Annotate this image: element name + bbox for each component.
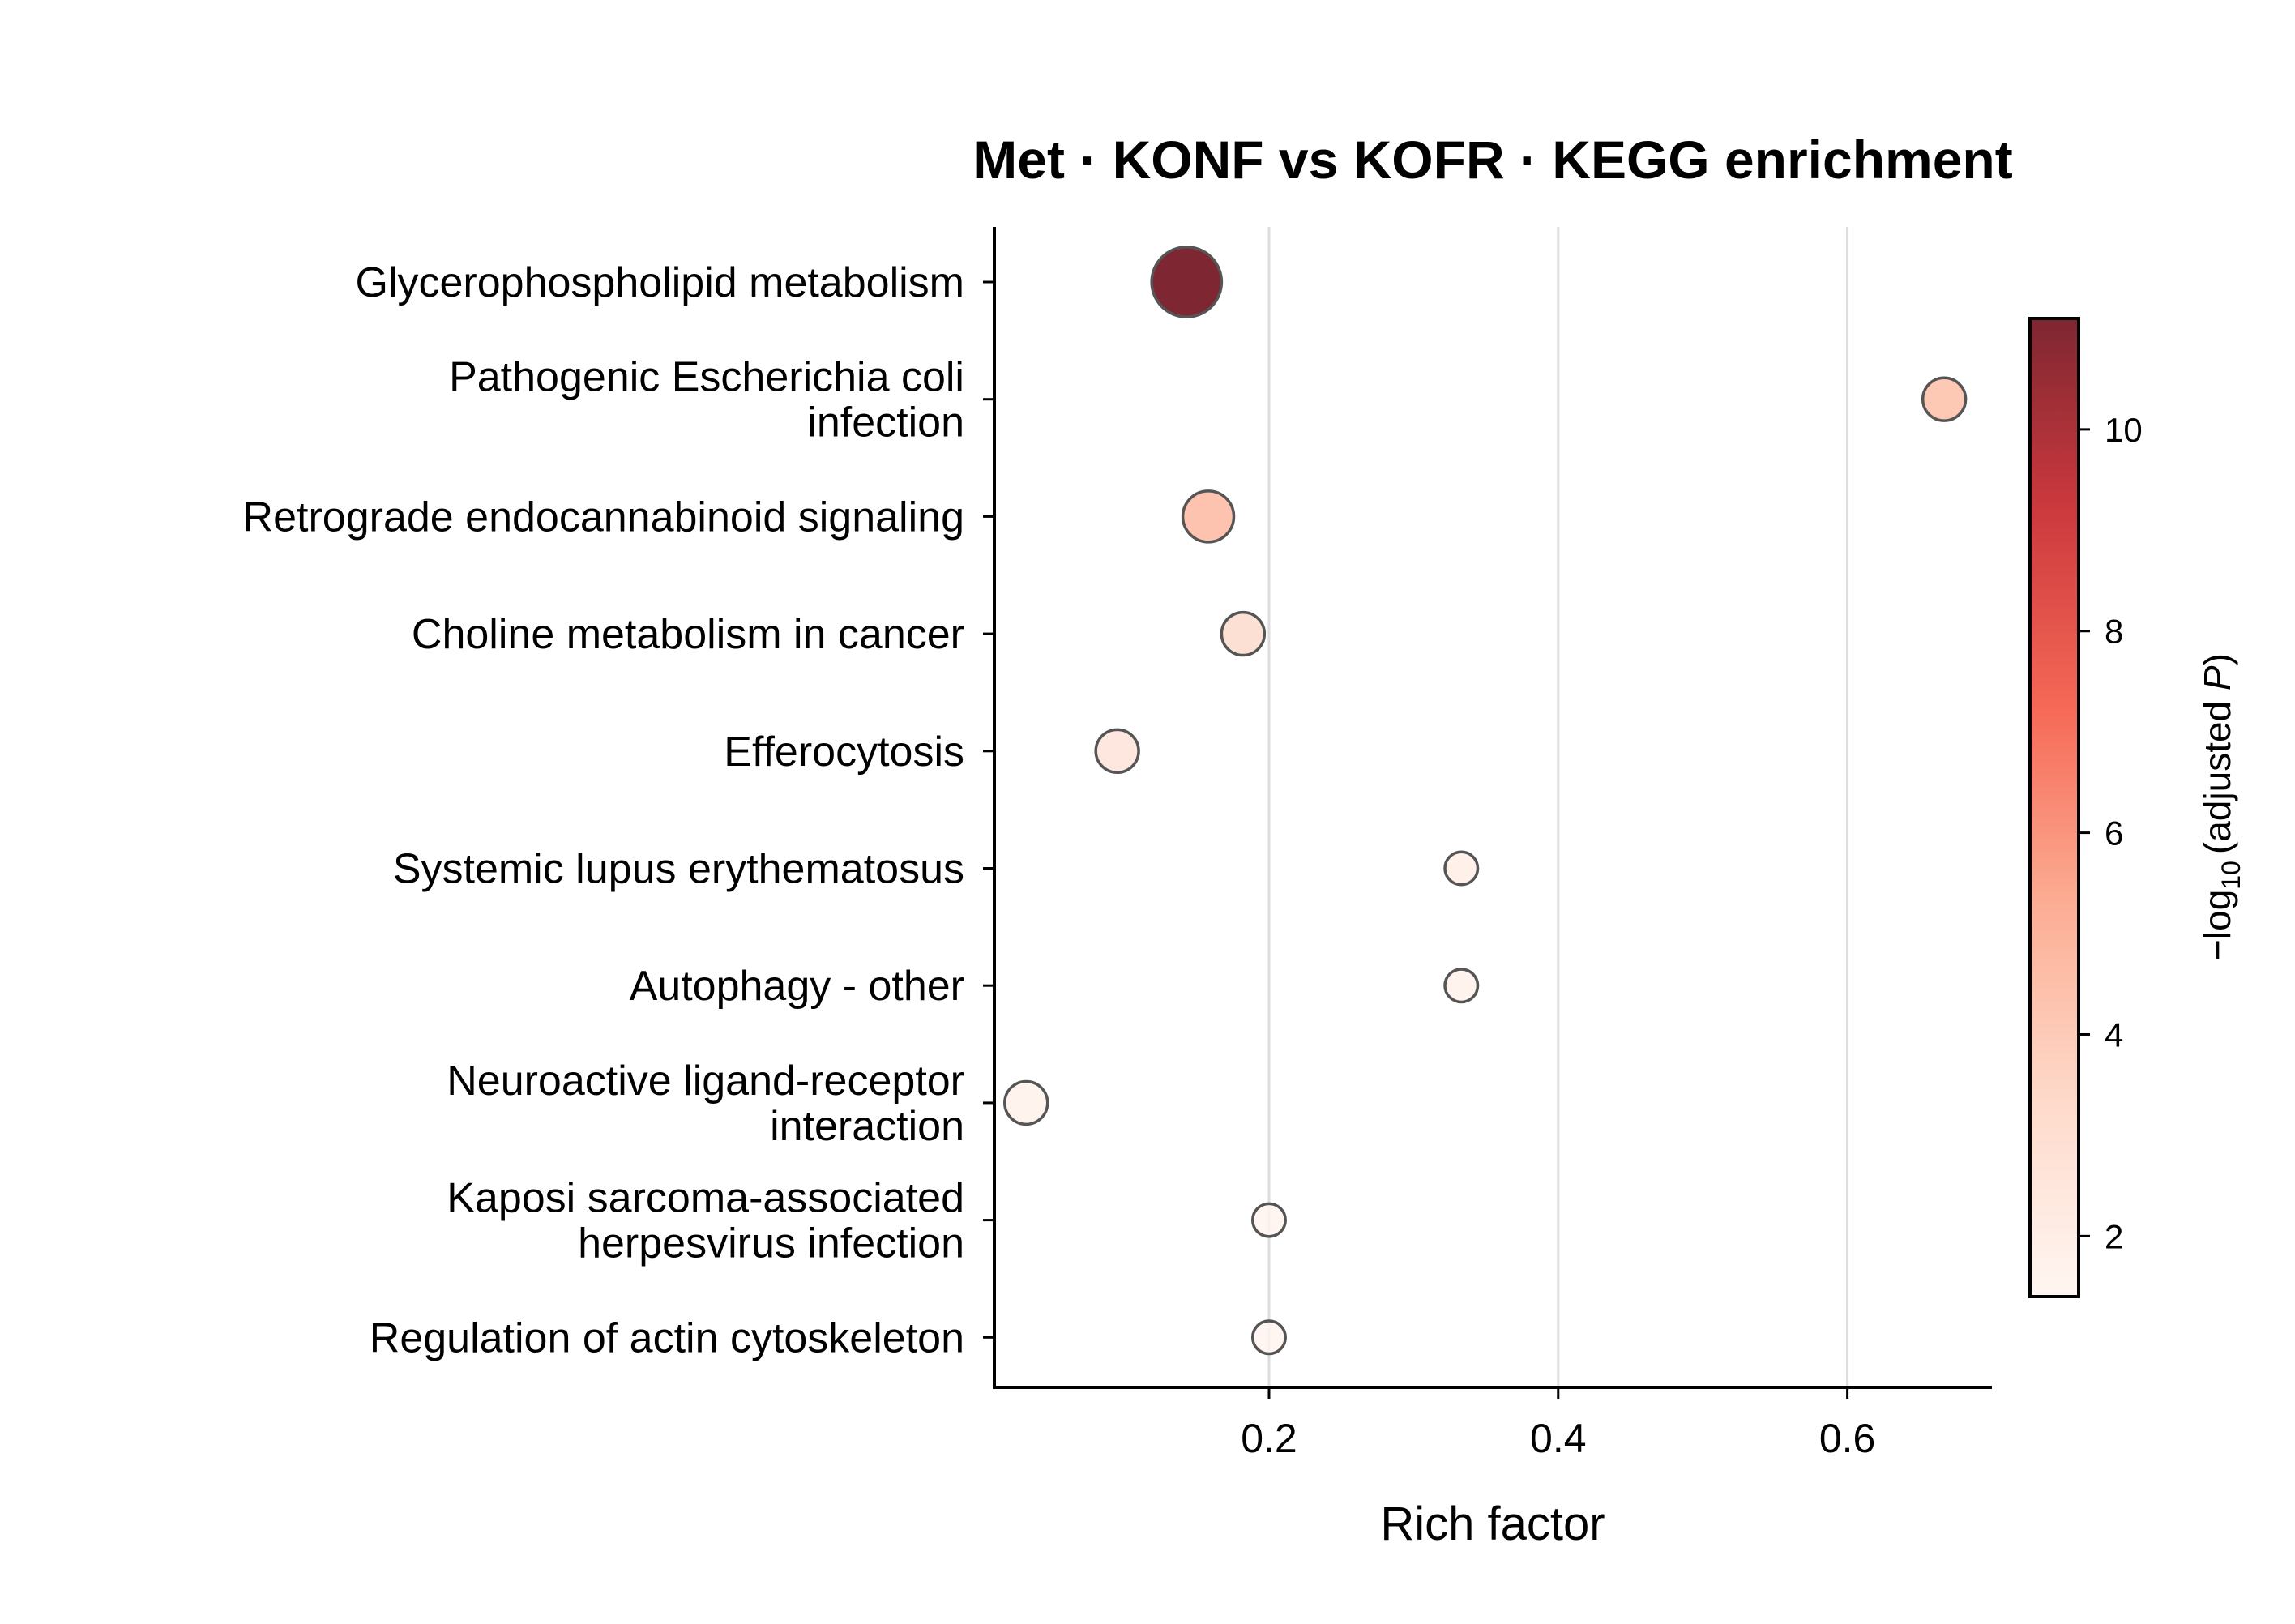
svg-text:interaction: interaction (770, 1103, 964, 1150)
data-points (1003, 246, 1968, 1356)
svg-text:Pathogenic Escherichia coli: Pathogenic Escherichia coli (449, 354, 964, 401)
y-tick-label: Autophagy - other (630, 963, 964, 1010)
data-point (1094, 728, 1140, 775)
y-tick-label: Retrograde endocannabinoid signaling (243, 494, 964, 541)
y-tick-label: Choline metabolism in cancer (412, 611, 964, 658)
chart-title: Met · KONF vs KOFR · KEGG enrichment (972, 130, 2012, 190)
colorbar: 2 4 6 8 10 −log10(adjusted P) (2028, 317, 2246, 1298)
colorbar-label: −log10(adjusted P) (2196, 653, 2246, 961)
colorbar-ticks: 2 4 6 8 10 (2079, 411, 2143, 1255)
svg-text:Glycerophospholipid metabolism: Glycerophospholipid metabolism (356, 259, 965, 306)
svg-text:infection: infection (807, 400, 964, 447)
data-point (1921, 376, 1968, 422)
colorbar-gradient (2028, 317, 2080, 1298)
x-axis-ticks: 0.2 0.4 0.6 (1241, 1387, 1875, 1461)
svg-text:Systemic lupus erythematosus: Systemic lupus erythematosus (393, 846, 964, 893)
data-point (1443, 968, 1480, 1004)
colorbar-tick-label: 8 (2105, 613, 2123, 651)
y-tick-label: Regulation of actin cytoskeleton (370, 1314, 964, 1361)
colorbar-tick-label: 4 (2105, 1015, 2123, 1053)
svg-text:herpesvirus infection: herpesvirus infection (578, 1220, 964, 1267)
colorbar-tick-label: 10 (2105, 411, 2143, 449)
svg-text:Choline metabolism in cancer: Choline metabolism in cancer (412, 611, 964, 658)
x-axis-label: Rich factor (1380, 1498, 1605, 1550)
data-point (1003, 1079, 1049, 1126)
data-point (1181, 489, 1236, 544)
svg-text:Neuroactive ligand-receptor: Neuroactive ligand-receptor (447, 1058, 964, 1105)
data-point (1250, 1202, 1287, 1238)
svg-text:Autophagy - other: Autophagy - other (630, 963, 964, 1010)
data-point (1443, 850, 1480, 887)
svg-text:Retrograde endocannabinoid sig: Retrograde endocannabinoid signaling (243, 494, 964, 541)
grid-lines (1267, 227, 1849, 1387)
svg-text:Regulation of actin cytoskelet: Regulation of actin cytoskeleton (370, 1314, 964, 1361)
colorbar-tick-label: 2 (2105, 1217, 2123, 1255)
data-point (1150, 246, 1224, 318)
svg-text:Kaposi sarcoma-associated: Kaposi sarcoma-associated (447, 1175, 964, 1222)
y-tick-label: Efferocytosis (724, 729, 964, 776)
x-tick-label: 0.4 (1530, 1416, 1587, 1461)
y-tick-label: Systemic lupus erythematosus (393, 846, 964, 893)
svg-text:Efferocytosis: Efferocytosis (724, 729, 964, 776)
x-tick-label: 0.6 (1819, 1416, 1876, 1461)
data-point (1250, 1319, 1287, 1356)
x-tick-label: 0.2 (1241, 1416, 1297, 1461)
y-tick-label: Glycerophospholipid metabolism (356, 259, 965, 306)
y-axis-labels: Glycerophospholipid metabolism Pathogenic… (243, 259, 994, 1361)
colorbar-tick-label: 6 (2105, 814, 2123, 853)
data-point (1220, 610, 1267, 657)
